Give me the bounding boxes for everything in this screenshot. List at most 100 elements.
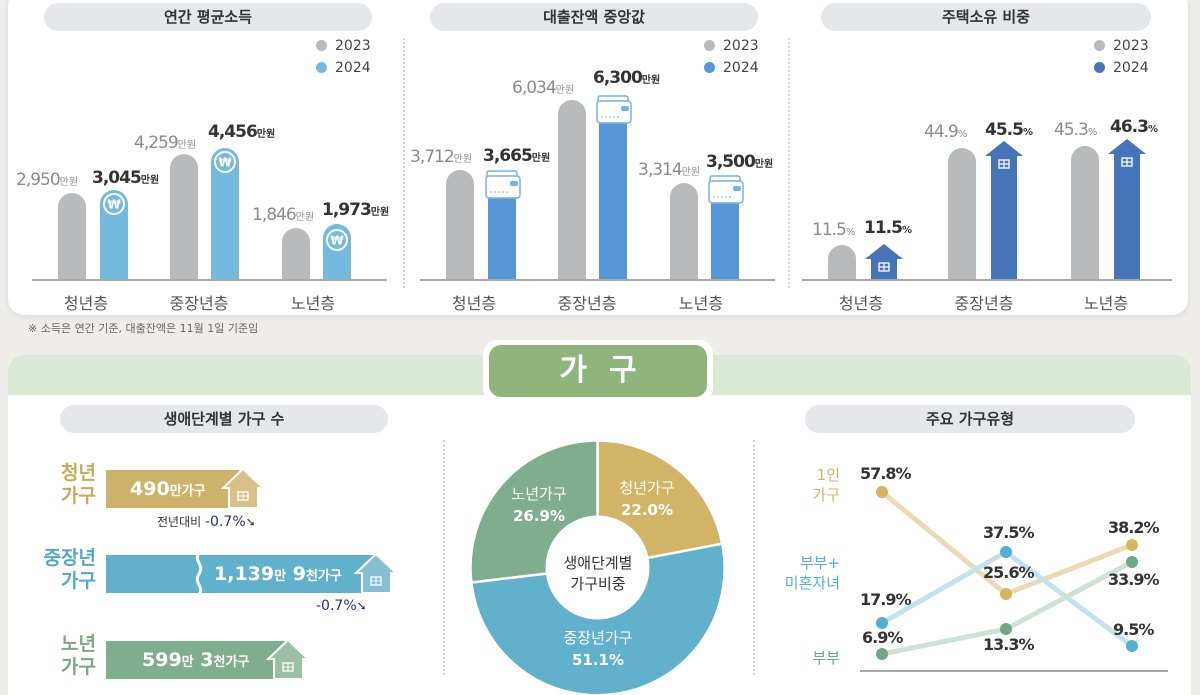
series-label-couple-children: 부부+ 미혼자녀: [784, 554, 840, 592]
income-bar-middle-2023: [170, 154, 198, 280]
income-chart-title: 연간 평균소득: [44, 3, 372, 31]
housing-x-axis: [802, 279, 1172, 281]
legend-label-2024: 2024: [723, 60, 759, 76]
section-title-frame: 가구: [483, 340, 713, 402]
income-category-youth: 청년층: [63, 294, 109, 313]
senior-household-bar: 599만 3천가구: [106, 641, 286, 679]
housing-bar-youth-2024: [865, 244, 903, 280]
loan-category-senior: 노년층: [678, 294, 724, 313]
won-coin-icon: ₩: [103, 193, 125, 215]
legend-label-2023: 2023: [723, 38, 759, 54]
legend-dot-2024: [1094, 62, 1105, 73]
loan-legend: 2023 2024: [704, 35, 759, 79]
svg-text:₩: ₩: [218, 156, 232, 170]
housing-value-youth-2023: 11.5%: [812, 220, 856, 240]
housing-bar-senior-2023: [1071, 146, 1099, 280]
loan-bar-youth-2024: [488, 185, 516, 280]
loan-category-youth: 청년층: [451, 294, 497, 313]
housing-value-middle-2024: 45.5%: [985, 120, 1033, 140]
income-legend: 2023 2024: [316, 35, 371, 79]
loan-bar-senior-2024: [711, 190, 739, 280]
donut-center-label: 생애단계별 가구비중: [563, 554, 633, 593]
youth-household-bar: 490만가구: [106, 470, 241, 508]
loan-bar-middle-2023: [558, 100, 586, 280]
series-label-single: 1인 가구: [812, 466, 840, 504]
income-category-senior: 노년층: [290, 294, 336, 313]
housing-category-senior: 노년층: [1083, 294, 1129, 313]
housing-value-middle-2023: 44.9%: [924, 122, 968, 142]
housing-plot: [800, 0, 1190, 280]
house-icon: [354, 553, 398, 593]
house-icon: [221, 468, 265, 508]
down-arrow-icon: ➘: [356, 599, 367, 613]
income-value-youth-2023: 2,950만원: [16, 170, 79, 190]
loan-value-middle-2023: 6,034만원: [512, 78, 575, 98]
household-types-chart-title: 주요 가구유형: [805, 405, 1135, 433]
svg-text:₩: ₩: [330, 234, 344, 248]
donut-label-senior: 노년가구 26.9%: [511, 485, 567, 525]
wallet-icon: [596, 95, 632, 124]
housing-category-youth: 청년층: [838, 294, 884, 313]
loan-value-youth-2023: 3,712만원: [410, 147, 473, 167]
house-icon: [266, 639, 310, 679]
couple-children-value-middle: 37.5%: [983, 523, 1035, 542]
legend-label-2023: 2023: [335, 38, 371, 54]
legend-dot-2024: [316, 62, 327, 73]
single-value-middle: 25.6%: [983, 563, 1035, 582]
middle-household-label: 중장년 가구: [43, 547, 96, 592]
wallet-icon: [485, 170, 521, 199]
housing-bar-youth-2023: [828, 245, 856, 280]
svg-text:₩: ₩: [107, 198, 121, 212]
income-plot: ₩ ₩ ₩: [30, 0, 390, 280]
legend-dot-2023: [316, 40, 327, 51]
loan-value-youth-2024: 3,665만원: [483, 146, 551, 166]
couple-children-value-senior: 9.5%: [1113, 620, 1154, 639]
housing-bar-senior-2024: [1108, 139, 1146, 280]
couple-value-middle: 13.3%: [983, 635, 1035, 654]
couple-children-value-youth: 17.9%: [860, 590, 912, 609]
households-chart-title: 생애단계별 가구 수: [60, 405, 388, 433]
middle-household-change: -0.7%➘: [316, 598, 367, 614]
legend-label-2023: 2023: [1113, 38, 1149, 54]
donut-label-youth: 청년가구 22.0%: [619, 479, 675, 519]
income-bar-middle-2024: [211, 148, 239, 280]
footnote: ※ 소득은 연간 기준, 대출잔액은 11월 1일 기준임: [28, 322, 259, 335]
won-coin-icon: ₩: [214, 151, 236, 173]
loan-bar-middle-2024: [599, 108, 627, 280]
income-value-youth-2024: 3,045만원: [92, 168, 160, 188]
household-types-line-chart: [860, 486, 1168, 672]
legend-dot-2023: [704, 40, 715, 51]
housing-value-youth-2024: 11.5%: [864, 218, 912, 238]
income-category-middle: 중장년층: [169, 294, 229, 313]
section-title: 가구: [489, 345, 707, 397]
loan-value-senior-2023: 3,314만원: [638, 160, 701, 180]
single-value-youth: 57.8%: [860, 464, 912, 483]
legend-label-2024: 2024: [1113, 60, 1149, 76]
housing-value-senior-2024: 46.3%: [1110, 117, 1158, 137]
break-mark-icon: [195, 553, 203, 595]
couple-value-senior: 33.9%: [1108, 570, 1160, 589]
housing-bar-middle-2024: [985, 141, 1023, 280]
youth-household-change: 전년대비 -0.7%➘: [157, 514, 256, 530]
series-label-couple: 부부: [812, 649, 840, 667]
panel-divider: [788, 38, 790, 288]
income-bar-youth-2023: [58, 193, 86, 280]
down-arrow-icon: ➘: [245, 515, 256, 529]
legend-label-2024: 2024: [335, 60, 371, 76]
loan-bar-youth-2023: [446, 170, 474, 280]
income-value-senior-2023: 1,846만원: [252, 205, 315, 225]
panel-divider: [403, 38, 405, 288]
panel-divider: [443, 440, 445, 675]
housing-category-middle: 중장년층: [954, 294, 1014, 313]
loan-value-middle-2024: 6,300만원: [593, 68, 661, 88]
loan-plot: [418, 0, 778, 280]
loan-value-senior-2024: 3,500만원: [706, 152, 774, 172]
legend-dot-2024: [704, 62, 715, 73]
donut-label-middle: 중장년가구 51.1%: [563, 629, 633, 669]
panel-divider: [753, 440, 755, 675]
loan-category-middle: 중장년층: [557, 294, 617, 313]
wallet-icon: [708, 175, 744, 204]
income-value-middle-2024: 4,456만원: [208, 122, 276, 142]
senior-household-label: 노년 가구: [61, 633, 96, 678]
middle-household-bar: 1,139만 9천가구: [106, 555, 374, 593]
